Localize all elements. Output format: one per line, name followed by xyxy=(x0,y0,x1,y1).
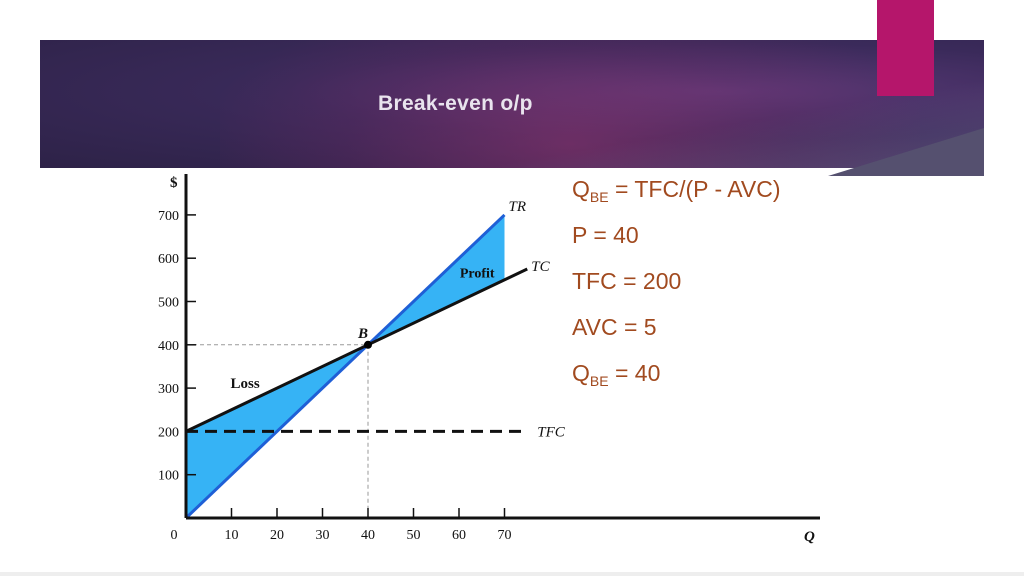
formula-result-letter: Q xyxy=(572,360,590,386)
x-tick-label-0: 0 xyxy=(171,528,178,543)
x-tick-label-40: 40 xyxy=(361,528,375,543)
y-tick-label-100: 100 xyxy=(158,469,179,484)
chart-labels: $ Q TR TC TFC B Loss Profit xyxy=(170,175,815,545)
formula-qbe-letter: Q xyxy=(572,176,590,202)
x-tick-label-60: 60 xyxy=(452,528,466,543)
header-band xyxy=(40,40,984,168)
x-tick-label-70: 70 xyxy=(498,528,512,543)
series-label-tfc: TFC xyxy=(537,424,566,440)
x-tick-label-20: 20 xyxy=(270,528,284,543)
formula-p: P = 40 xyxy=(572,222,639,248)
series-line-tc xyxy=(185,267,528,433)
formula-result-rhs: = 40 xyxy=(608,360,661,386)
break-even-label: B xyxy=(357,326,368,342)
formula-avc: AVC = 5 xyxy=(572,314,657,340)
formula-qbe-rhs: = TFC/(P - AVC) xyxy=(608,176,781,202)
y-axis-label: $ xyxy=(170,175,178,191)
formula-tfc: TFC = 200 xyxy=(572,268,682,294)
chart-axes xyxy=(184,174,820,520)
accent-bar xyxy=(877,0,934,96)
y-tick-label-300: 300 xyxy=(158,382,179,397)
x-tick-label-50: 50 xyxy=(407,528,421,543)
series-label-tr: TR xyxy=(509,199,527,215)
x-axis-label: Q xyxy=(804,529,815,545)
series-line-tr xyxy=(184,213,506,520)
slide-title: Break-even o/p xyxy=(378,92,533,115)
y-tick-label-600: 600 xyxy=(158,252,179,267)
region-label-profit: Profit xyxy=(460,267,495,282)
bottom-rule xyxy=(0,572,1024,576)
y-tick-label-200: 200 xyxy=(158,425,179,440)
x-tick-label-30: 30 xyxy=(316,528,330,543)
break-even-chart: 100 200 300 400 500 600 700 0 10 20 30 40 50 60 70 $ Q T… xyxy=(158,174,820,545)
break-even-point xyxy=(364,340,372,349)
header-sheen xyxy=(40,40,984,168)
y-tick-label-700: 700 xyxy=(158,209,179,224)
y-tick-label-500: 500 xyxy=(158,296,179,311)
region-label-loss: Loss xyxy=(231,376,260,392)
formula-result: QBE = 40 xyxy=(572,360,660,389)
formula-qbe: QBE = TFC/(P - AVC) xyxy=(572,176,780,205)
chart-lines xyxy=(184,213,528,520)
series-label-tc: TC xyxy=(531,259,550,275)
decorative-wedge xyxy=(828,128,984,176)
y-tick-label-400: 400 xyxy=(158,339,179,354)
chart-ticks: 100 200 300 400 500 600 700 0 10 20 30 40 50 60 70 xyxy=(158,209,512,543)
formula-qbe-sub: BE xyxy=(589,189,609,205)
x-tick-label-10: 10 xyxy=(225,528,239,543)
formula-result-sub: BE xyxy=(589,373,609,389)
